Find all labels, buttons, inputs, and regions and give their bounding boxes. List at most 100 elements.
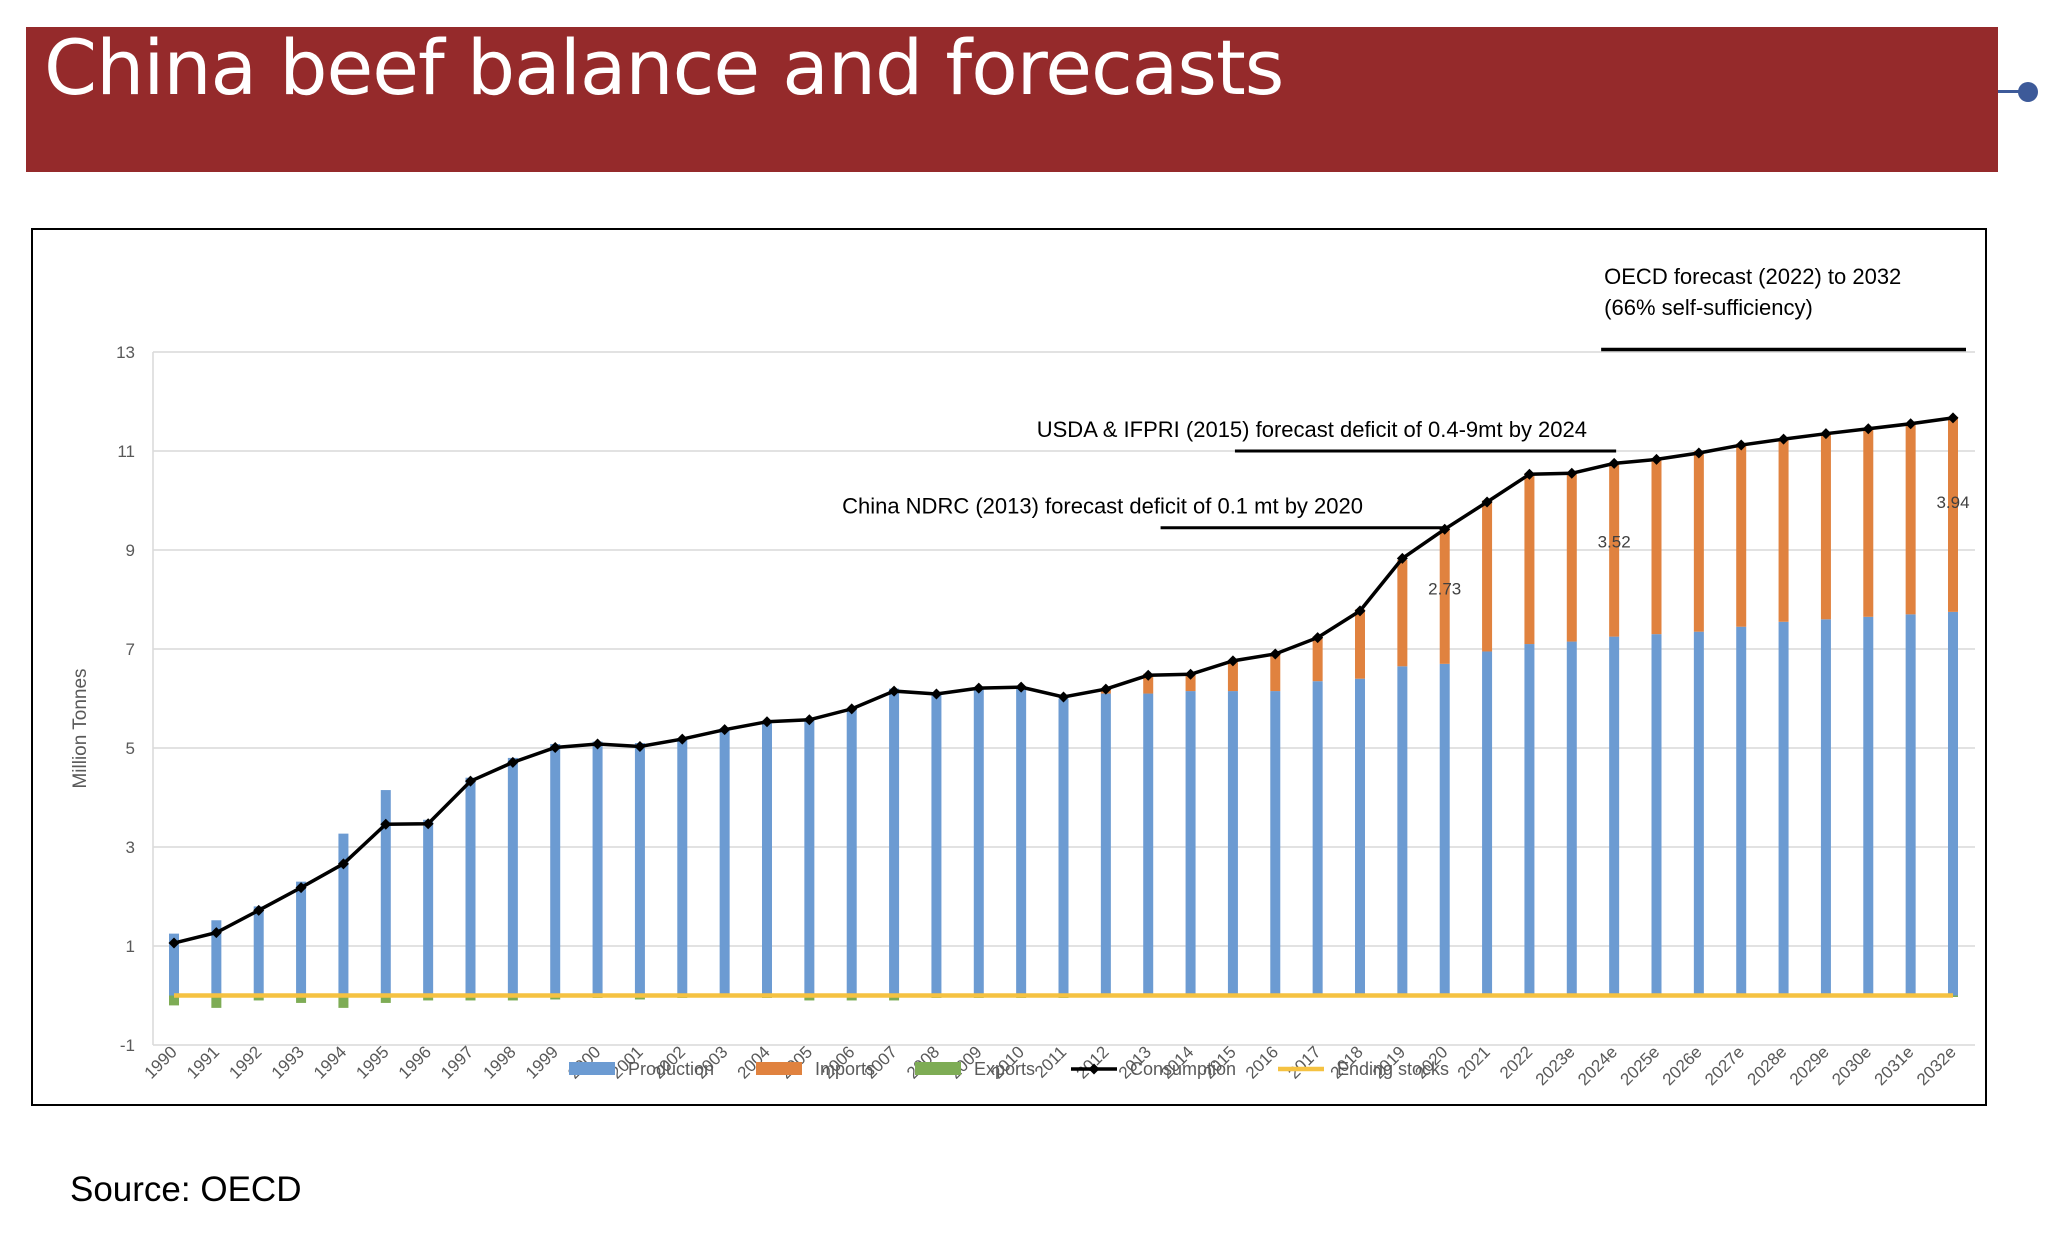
data-label: 3.52	[1598, 533, 1631, 552]
consumption-marker	[1947, 412, 1959, 424]
production-bar	[1609, 636, 1620, 996]
imports-bar	[1778, 438, 1789, 622]
production-bar	[253, 906, 264, 996]
production-bar	[211, 920, 222, 996]
x-tick-label: 2022	[1496, 1042, 1536, 1082]
production-bar	[1058, 698, 1069, 996]
consumption-marker	[465, 775, 476, 787]
production-bar	[1016, 686, 1027, 996]
consumption-marker	[1142, 669, 1154, 681]
x-tick-label: 1990	[141, 1042, 181, 1082]
source-note: Source: OECD	[70, 1170, 302, 1209]
x-tick-label: 1993	[268, 1042, 308, 1082]
imports-bar	[1905, 423, 1916, 615]
consumption-marker	[1481, 496, 1493, 508]
imports-bar	[1143, 673, 1154, 694]
imports-bar	[1397, 559, 1408, 667]
exports-bar	[253, 995, 264, 1001]
x-tick-label: 2028e	[1744, 1042, 1791, 1089]
consumption-marker	[1269, 648, 1281, 660]
consumption-marker	[1312, 632, 1324, 644]
consumption-marker	[1354, 605, 1366, 617]
consumption-marker	[210, 927, 222, 939]
exports-bar	[846, 995, 857, 1001]
legend-label: Consumption	[1130, 1059, 1236, 1079]
x-tick-label: 2027e	[1701, 1042, 1748, 1089]
consumption-marker	[295, 882, 307, 894]
imports-bar	[1312, 636, 1323, 682]
consumption-marker	[337, 858, 349, 870]
production-bar	[973, 688, 984, 996]
exports-bar	[169, 995, 179, 1006]
production-bar	[592, 741, 603, 996]
x-tick-label: 2032e	[1913, 1042, 1960, 1089]
production-bar	[846, 708, 857, 996]
consumption-marker	[1396, 552, 1408, 564]
annotation-ndrc: China NDRC (2013) forecast deficit of 0.…	[842, 494, 1363, 519]
y-tick-label: 5	[126, 739, 135, 758]
production-bar	[1778, 621, 1789, 996]
exports-bar	[889, 995, 900, 1001]
consumption-marker	[1651, 453, 1662, 465]
legend-label: Imports	[815, 1059, 875, 1079]
production-bar	[1482, 651, 1493, 996]
production-bar	[1566, 641, 1577, 996]
legend-marker	[1088, 1063, 1100, 1075]
consumption-marker	[1608, 457, 1620, 469]
x-tick-label: 2021	[1454, 1042, 1494, 1082]
exports-bar	[465, 995, 476, 1001]
x-tick-label: 1994	[310, 1042, 350, 1082]
production-bar	[1524, 644, 1535, 996]
imports-bar	[1355, 609, 1365, 679]
consumption-marker	[168, 937, 180, 949]
consumption-marker	[930, 688, 942, 700]
consumption-marker	[1905, 418, 1917, 430]
exports-bar	[507, 995, 518, 1001]
production-bar	[423, 819, 434, 996]
consumption-marker	[846, 703, 858, 715]
connector-line-icon	[1998, 90, 2026, 93]
imports-bar	[1439, 528, 1450, 664]
x-tick-label: 2012	[1073, 1042, 1113, 1082]
production-bar	[762, 720, 772, 996]
consumption-marker	[676, 733, 688, 745]
exports-bar	[423, 995, 434, 1001]
consumption-marker	[1015, 681, 1027, 693]
exports-bar	[211, 995, 222, 1008]
x-tick-label: 2025e	[1616, 1042, 1663, 1089]
consumption-marker	[253, 904, 265, 916]
x-tick-label: 1992	[225, 1042, 265, 1082]
y-tick-label: 11	[117, 442, 135, 461]
y-tick-label: 13	[116, 343, 135, 362]
legend-label: Ending stocks	[1337, 1059, 1449, 1079]
x-tick-label: 2031e	[1871, 1042, 1918, 1089]
x-tick-label: 2029e	[1786, 1042, 1833, 1089]
imports-bar	[1609, 462, 1620, 637]
imports-bar	[1820, 433, 1831, 620]
annotation-oecd-sub: (66% self-sufficiency)	[1604, 295, 1813, 320]
legend-swatch	[569, 1062, 615, 1075]
production-bar	[1185, 691, 1196, 996]
consumption-marker	[592, 738, 604, 750]
production-bar	[1439, 663, 1450, 996]
production-bar	[338, 833, 349, 996]
exports-bar	[296, 995, 307, 1003]
production-bar	[1693, 631, 1704, 996]
consumption-marker	[1058, 691, 1069, 703]
exports-bar	[380, 995, 391, 1003]
y-tick-label: 3	[126, 838, 135, 857]
annotation-oecd: OECD forecast (2022) to 2032	[1604, 264, 1901, 289]
consumption-marker	[1693, 447, 1705, 459]
consumption-marker	[1735, 439, 1747, 451]
y-tick-label: 9	[126, 541, 135, 560]
production-bar	[1355, 678, 1365, 996]
production-bar	[1397, 666, 1408, 996]
x-tick-label: 2017	[1284, 1042, 1324, 1082]
y-axis-title: Million Tonnes	[70, 668, 91, 788]
consumption-marker	[1778, 433, 1790, 445]
x-tick-label: 2023e	[1532, 1042, 1579, 1089]
legend-label: Production	[628, 1059, 714, 1079]
imports-bar	[1270, 653, 1281, 692]
imports-bar	[1524, 473, 1535, 645]
